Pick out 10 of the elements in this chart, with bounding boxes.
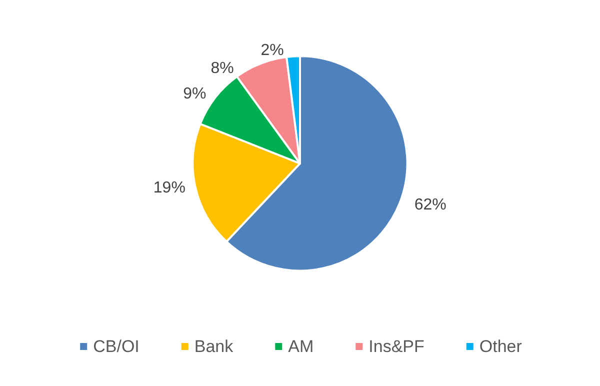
data-label: 2% — [260, 42, 284, 59]
legend-label: CB/OI — [93, 337, 140, 356]
data-label: 9% — [183, 85, 206, 102]
legend-label: AM — [288, 337, 314, 356]
legend-label: Bank — [194, 337, 234, 356]
legend-label: Ins&PF — [368, 337, 424, 356]
data-label: 8% — [210, 60, 234, 77]
data-label: 62% — [414, 196, 446, 214]
legend-label: Other — [479, 337, 522, 356]
data-label: 19% — [153, 180, 186, 197]
